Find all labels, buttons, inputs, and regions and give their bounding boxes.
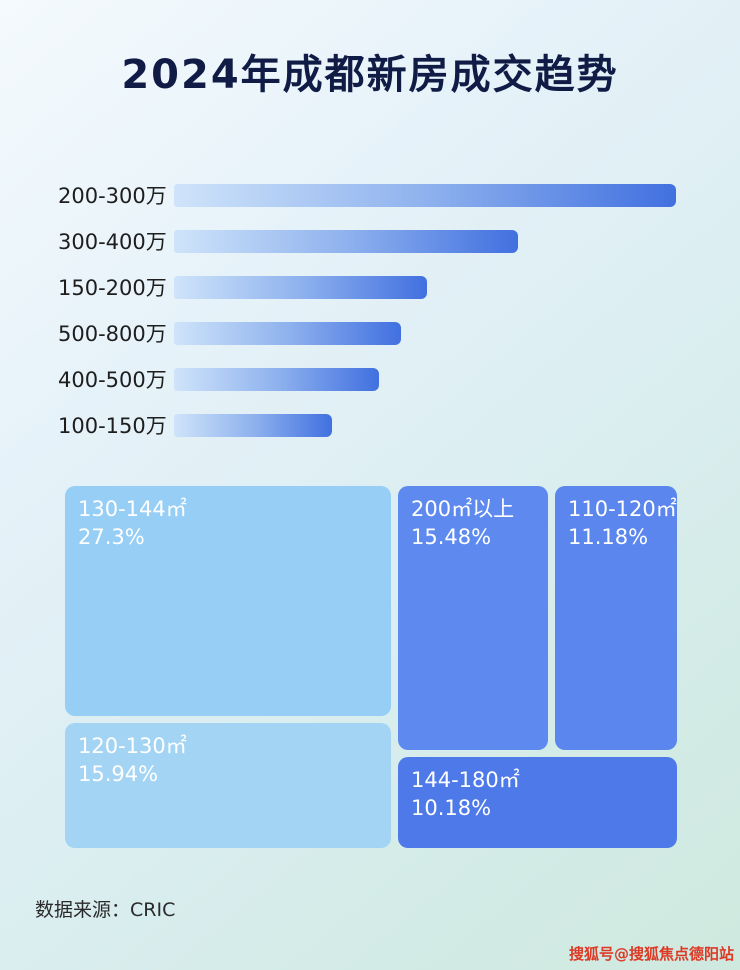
bar-category-label: 300-400万 (58, 230, 167, 254)
treemap-block-label: 144-180㎡ (411, 768, 520, 792)
treemap-block-percent: 10.18% (411, 796, 492, 821)
bar (174, 413, 333, 437)
bar-row: 400-500万 (58, 356, 676, 402)
bar-track (174, 321, 676, 345)
treemap-block-200-plus: 200㎡以上 15.48% (398, 486, 548, 750)
area-share-treemap: 130-144㎡ 27.3% 200㎡以上 15.48% 110-120㎡ 11… (65, 486, 677, 848)
data-source-label: 数据来源：CRIC (35, 899, 176, 921)
bar-category-label: 150-200万 (58, 276, 167, 300)
treemap-block-label: 130-144㎡ (78, 497, 187, 521)
treemap-block-percent: 15.48% (411, 525, 492, 550)
bar-row: 300-400万 (58, 218, 676, 264)
price-range-bar-chart: 200-300万 300-400万 150-200万 500-800万 400- (58, 172, 676, 448)
bar (174, 275, 427, 299)
page-title: 2024年成都新房成交趋势 (121, 52, 619, 98)
bar-track (174, 229, 676, 253)
bar-category-label: 500-800万 (58, 322, 167, 346)
treemap-block-label: 120-130㎡ (78, 734, 187, 758)
treemap-block-percent: 11.18% (568, 525, 649, 550)
bar-track (174, 183, 676, 207)
treemap-block-110-120: 110-120㎡ 11.18% (555, 486, 677, 750)
treemap-block-percent: 27.3% (78, 525, 145, 550)
bar-track (174, 367, 676, 391)
bar-row: 500-800万 (58, 310, 676, 356)
bar-category-label: 100-150万 (58, 414, 167, 438)
bar (174, 321, 401, 345)
treemap-block-144-180: 144-180㎡ 10.18% (398, 757, 677, 848)
bar-track (174, 413, 676, 437)
bar-row: 200-300万 (58, 172, 676, 218)
bar-category-label: 200-300万 (58, 184, 167, 208)
bar (174, 229, 518, 253)
watermark-text: 搜狐号@搜狐焦点德阳站 (568, 945, 734, 963)
bar-track (174, 275, 676, 299)
treemap-block-label: 110-120㎡ (568, 497, 677, 521)
bar-category-label: 400-500万 (58, 368, 167, 392)
treemap-block-130-144: 130-144㎡ 27.3% (65, 486, 391, 716)
treemap-block-120-130: 120-130㎡ 15.94% (65, 723, 391, 848)
bar (174, 367, 380, 391)
bar (174, 183, 676, 207)
treemap-block-label: 200㎡以上 (411, 497, 515, 521)
bar-row: 100-150万 (58, 402, 676, 448)
treemap-block-percent: 15.94% (78, 762, 159, 787)
bar-row: 150-200万 (58, 264, 676, 310)
